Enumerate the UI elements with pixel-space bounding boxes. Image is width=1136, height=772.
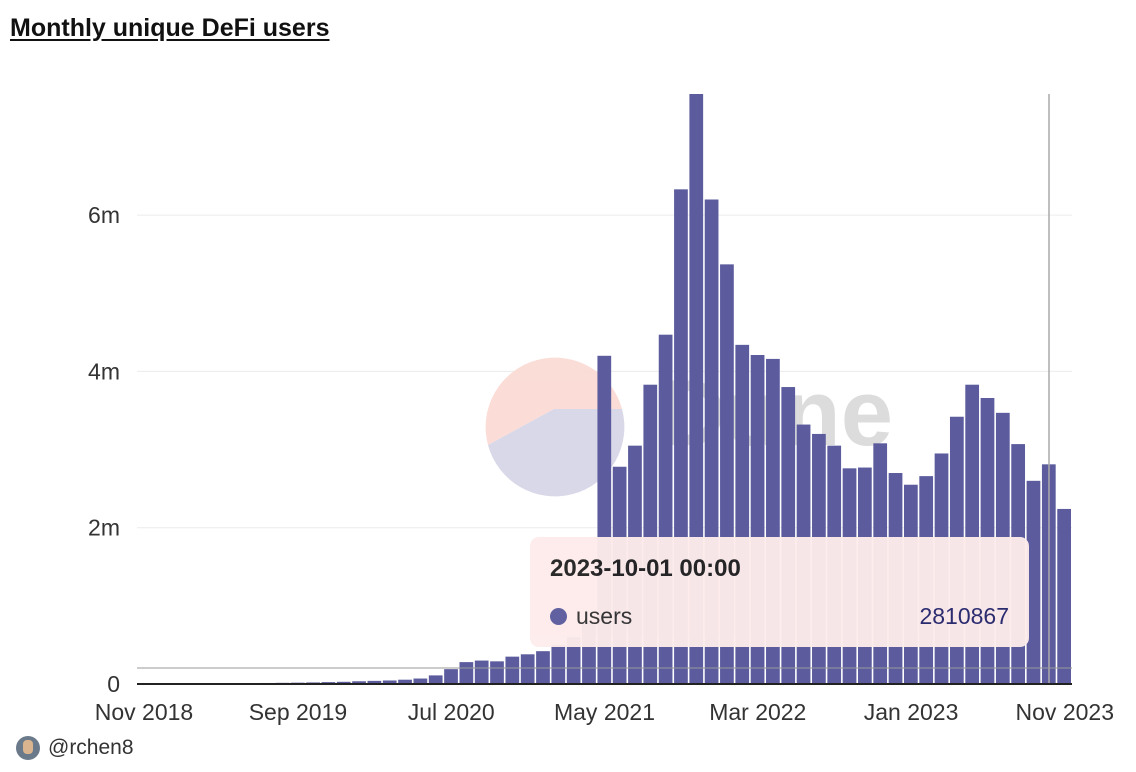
bar-2020-01[interactable]	[352, 681, 366, 684]
x-axis-labels: Nov 2018 Sep 2019 Jul 2020 May 2021 Mar 2022…	[95, 699, 1114, 725]
bar-2020-04[interactable]	[398, 679, 412, 684]
tooltip-value: 2810867	[919, 603, 1009, 629]
tooltip-row: users 2810867	[550, 603, 1009, 630]
author-link[interactable]: @rchen8	[16, 736, 134, 760]
bar-2020-09[interactable]	[474, 660, 489, 684]
bar-2020-07[interactable]	[444, 669, 458, 684]
bar-2021-03[interactable]	[566, 637, 581, 684]
tooltip: 2023-10-01 00:00 users 2810867	[530, 537, 1029, 647]
x-tick-label: Jan 2023	[864, 699, 959, 725]
bar-2019-12[interactable]	[336, 681, 351, 684]
bar-2021-11[interactable]	[689, 94, 704, 684]
avatar	[16, 736, 40, 760]
bar-2020-02[interactable]	[367, 680, 382, 684]
bar-2020-06[interactable]	[428, 675, 443, 684]
y-tick-label: 0	[107, 671, 120, 697]
bar-2020-11[interactable]	[505, 656, 520, 684]
tooltip-date: 2023-10-01 00:00	[550, 555, 741, 582]
x-tick-label: Mar 2022	[709, 699, 806, 725]
watermark-logo-top	[485, 357, 622, 445]
series-dot-icon	[550, 608, 567, 625]
watermark-logo-bottom	[488, 409, 625, 497]
x-tick-label: Sep 2019	[249, 699, 347, 725]
bar-2023-09[interactable]	[1026, 480, 1041, 684]
x-tick-label: Nov 2023	[1016, 699, 1114, 725]
y-tick-label: 2m	[88, 515, 120, 541]
y-tick-label: 6m	[88, 202, 120, 228]
tooltip-series-name: users	[576, 603, 633, 629]
bar-2020-12[interactable]	[520, 654, 535, 684]
bar-2021-02[interactable]	[551, 644, 566, 684]
y-axis-labels: 0 2m 4m 6m	[88, 202, 120, 697]
x-tick-label: Nov 2018	[95, 699, 193, 725]
y-tick-label: 4m	[88, 358, 120, 384]
x-tick-label: May 2021	[554, 699, 655, 725]
bar-2020-08[interactable]	[459, 662, 474, 684]
chart-title: Monthly unique DeFi users	[10, 14, 330, 42]
bar-2020-05[interactable]	[413, 678, 428, 684]
x-tick-label: Jul 2020	[408, 699, 495, 725]
bar-2020-03[interactable]	[382, 680, 397, 684]
bar-2020-10[interactable]	[490, 661, 504, 684]
bar-2023-11[interactable]	[1057, 508, 1071, 684]
author-name[interactable]: @rchen8	[48, 736, 134, 759]
